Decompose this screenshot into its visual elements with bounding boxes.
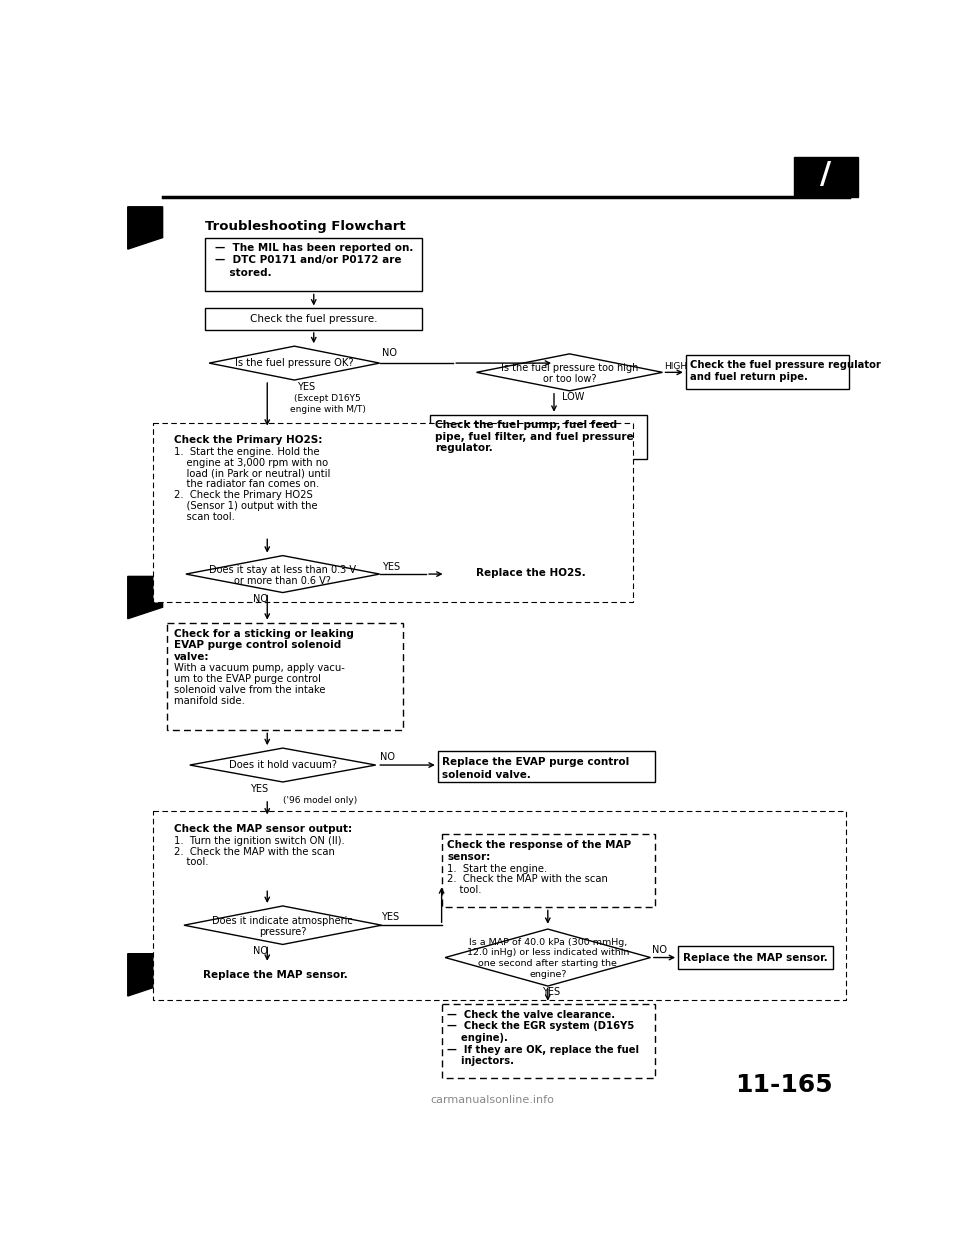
- Text: YES: YES: [382, 563, 400, 573]
- Text: solenoid valve.: solenoid valve.: [442, 770, 531, 780]
- Text: —  DTC P0171 and/or P0172 are: — DTC P0171 and/or P0172 are: [214, 256, 401, 266]
- Text: NO: NO: [253, 594, 268, 604]
- Text: Does it indicate atmospheric: Does it indicate atmospheric: [212, 917, 353, 927]
- Text: Check the Primary HO2S:: Check the Primary HO2S:: [175, 435, 323, 445]
- Bar: [166, 964, 383, 987]
- Text: Is the fuel pressure too high: Is the fuel pressure too high: [501, 364, 638, 374]
- Text: 2.  Check the MAP with the scan: 2. Check the MAP with the scan: [175, 847, 335, 857]
- Text: or too low?: or too low?: [542, 374, 596, 384]
- Text: Does it stay at less than 0.3 V: Does it stay at less than 0.3 V: [209, 565, 356, 575]
- Text: 2.  Check the MAP with the scan: 2. Check the MAP with the scan: [447, 874, 608, 884]
- Bar: [445, 561, 616, 585]
- Text: Replace the EVAP purge control: Replace the EVAP purge control: [442, 758, 629, 768]
- Text: tool.: tool.: [175, 857, 208, 867]
- Text: EVAP purge control solenoid: EVAP purge control solenoid: [175, 641, 342, 651]
- Text: Troubleshooting Flowchart: Troubleshooting Flowchart: [205, 220, 406, 233]
- Text: and fuel return pipe.: and fuel return pipe.: [690, 373, 808, 383]
- Text: Check the fuel pressure.: Check the fuel pressure.: [250, 314, 377, 324]
- Text: (Except D16Y5: (Except D16Y5: [295, 394, 361, 402]
- Text: Check the fuel pump, fuel feed: Check the fuel pump, fuel feed: [435, 420, 616, 430]
- Text: tool.: tool.: [447, 886, 482, 895]
- Text: ('96 model only): ('96 model only): [283, 796, 357, 805]
- Text: Replace the HO2S.: Replace the HO2S.: [476, 569, 586, 579]
- Text: engine with M/T): engine with M/T): [290, 405, 366, 414]
- Text: manifold side.: manifold side.: [175, 696, 245, 705]
- Text: 1.  Turn the ignition switch ON (II).: 1. Turn the ignition switch ON (II).: [175, 836, 345, 846]
- Polygon shape: [445, 929, 651, 986]
- Polygon shape: [476, 354, 662, 391]
- Text: NO: NO: [653, 945, 667, 955]
- Text: (Sensor 1) output with the: (Sensor 1) output with the: [175, 501, 318, 510]
- Text: Is a MAP of 40.0 kPa (300 mmHg,: Is a MAP of 40.0 kPa (300 mmHg,: [468, 938, 627, 946]
- Text: —  Check the EGR system (D16Y5: — Check the EGR system (D16Y5: [447, 1021, 635, 1031]
- Bar: [430, 415, 647, 460]
- Bar: [438, 751, 655, 782]
- Text: LOW: LOW: [563, 392, 585, 402]
- Text: HIGH: HIGH: [664, 361, 687, 370]
- Text: YES: YES: [381, 913, 399, 923]
- Text: YES: YES: [297, 381, 315, 391]
- Text: the radiator fan comes on.: the radiator fan comes on.: [175, 479, 320, 489]
- Text: engine?: engine?: [529, 970, 566, 979]
- Text: carmanualsonline.info: carmanualsonline.info: [430, 1094, 554, 1104]
- Text: YES: YES: [541, 987, 560, 997]
- Text: 2.  Check the Primary HO2S: 2. Check the Primary HO2S: [175, 491, 313, 501]
- Text: regulator.: regulator.: [435, 443, 492, 453]
- Text: /: /: [821, 160, 831, 189]
- Text: Check for a sticking or leaking: Check for a sticking or leaking: [175, 628, 354, 638]
- Text: Replace the MAP sensor.: Replace the MAP sensor.: [203, 970, 348, 980]
- Text: Is the fuel pressure OK?: Is the fuel pressure OK?: [235, 358, 353, 368]
- Polygon shape: [190, 748, 375, 782]
- Text: NO: NO: [253, 946, 268, 956]
- Polygon shape: [209, 347, 379, 380]
- Text: —  The MIL has been reported on.: — The MIL has been reported on.: [214, 243, 413, 253]
- Polygon shape: [186, 555, 379, 592]
- Text: stored.: stored.: [214, 267, 271, 278]
- Text: engine at 3,000 rpm with no: engine at 3,000 rpm with no: [175, 458, 328, 468]
- Text: pipe, fuel filter, and fuel pressure: pipe, fuel filter, and fuel pressure: [435, 432, 634, 442]
- Bar: [166, 622, 403, 730]
- Text: um to the EVAP purge control: um to the EVAP purge control: [175, 674, 322, 684]
- Text: engine).: engine).: [447, 1033, 508, 1043]
- Text: 11-165: 11-165: [735, 1073, 833, 1097]
- Bar: [166, 817, 403, 888]
- Text: Does it hold vacuum?: Does it hold vacuum?: [228, 760, 337, 770]
- Text: Check the fuel pressure regulator: Check the fuel pressure regulator: [690, 360, 881, 370]
- Bar: [442, 1004, 655, 1078]
- Text: or more than 0.6 V?: or more than 0.6 V?: [234, 576, 331, 586]
- Text: —  Check the valve clearance.: — Check the valve clearance.: [447, 1010, 615, 1020]
- Text: Check the MAP sensor output:: Check the MAP sensor output:: [175, 823, 352, 833]
- Text: scan tool.: scan tool.: [175, 512, 235, 522]
- Text: NO: NO: [382, 348, 396, 358]
- Bar: [678, 946, 833, 969]
- Text: solenoid valve from the intake: solenoid valve from the intake: [175, 684, 325, 696]
- Text: injectors.: injectors.: [447, 1056, 514, 1066]
- Text: NO: NO: [379, 753, 395, 763]
- Text: 1.  Start the engine.: 1. Start the engine.: [447, 863, 547, 873]
- Polygon shape: [128, 954, 162, 996]
- Text: Check the response of the MAP: Check the response of the MAP: [447, 841, 631, 851]
- Polygon shape: [128, 206, 162, 250]
- Text: one second after starting the: one second after starting the: [478, 959, 617, 969]
- Bar: [205, 237, 422, 292]
- Text: 12.0 inHg) or less indicated within: 12.0 inHg) or less indicated within: [467, 949, 629, 958]
- Text: pressure?: pressure?: [259, 927, 306, 938]
- Text: valve:: valve:: [175, 652, 209, 662]
- Text: sensor:: sensor:: [447, 852, 491, 862]
- Bar: [205, 308, 422, 330]
- Text: Replace the MAP sensor.: Replace the MAP sensor.: [684, 953, 828, 963]
- Text: YES: YES: [251, 784, 269, 795]
- Bar: [685, 355, 849, 389]
- Text: 1.  Start the engine. Hold the: 1. Start the engine. Hold the: [175, 447, 320, 457]
- Bar: [166, 428, 403, 537]
- Bar: [153, 811, 846, 1000]
- Polygon shape: [184, 905, 381, 944]
- Text: load (in Park or neutral) until: load (in Park or neutral) until: [175, 468, 330, 478]
- Bar: [153, 424, 633, 602]
- Text: With a vacuum pump, apply vacu-: With a vacuum pump, apply vacu-: [175, 663, 346, 673]
- Bar: [794, 156, 858, 196]
- Bar: [442, 835, 655, 908]
- Polygon shape: [128, 576, 162, 619]
- Text: —  If they are OK, replace the fuel: — If they are OK, replace the fuel: [447, 1045, 639, 1054]
